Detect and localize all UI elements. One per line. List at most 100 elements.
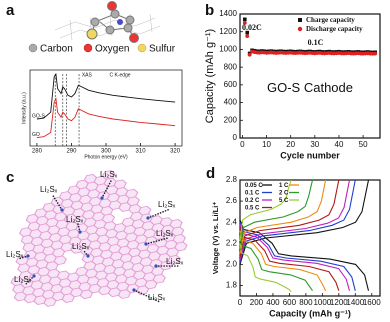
x-tick-label: 1000 (313, 298, 331, 307)
legend-label: 2 C (279, 191, 289, 197)
anchor-dot (154, 264, 158, 268)
x-tick-label: 1600 (363, 298, 381, 307)
x-tick-label: 50 (359, 140, 368, 149)
x-tick-label: 30 (310, 140, 319, 149)
x-tick-label: 0 (240, 140, 245, 149)
annotation: 0.1C (308, 38, 324, 47)
x-tick-label: 320 (170, 149, 181, 155)
x-tick-label: 10 (262, 140, 271, 149)
x-tick-label: 20 (286, 140, 295, 149)
panel-label: d (206, 165, 215, 182)
sulfide-chain (101, 178, 113, 199)
sheet-label: Li₂Sₓ (100, 170, 118, 179)
legend-label: Sulfur (149, 44, 176, 55)
hexagon (174, 241, 188, 252)
sheet-label: Li₂Sₓ (66, 215, 84, 224)
x-tick-label: 1200 (330, 298, 348, 307)
data-line (239, 179, 340, 291)
sheet-label: Li₂Sₓ (72, 242, 90, 251)
x-tick-label: 1400 (346, 298, 364, 307)
anchor-dot (32, 274, 36, 278)
sheet-label: Li₂Sₓ (156, 229, 174, 238)
sheet-label: Li₂Sₓ (158, 200, 176, 209)
legend-label: Discharge capacity (306, 25, 363, 33)
legend-label: 0.1 C (245, 191, 260, 197)
data-point (245, 30, 250, 35)
x-axis-label: Capacity (mAh g⁻¹) (269, 308, 351, 318)
sheet-label: Li₂Sₓ (14, 275, 32, 284)
data-line (239, 179, 314, 292)
annotation: XAS (82, 72, 93, 78)
legend-marker (297, 26, 303, 32)
sulfide-chain (51, 193, 63, 211)
y-tick-label: 1200 (219, 27, 237, 36)
sheet-label: Li₂Sₓ (6, 250, 24, 259)
x-tick-label: 0 (238, 298, 243, 307)
panel-label: a (6, 2, 15, 19)
annotation: GO-S Cathode (267, 80, 353, 95)
molecule-legend: Carbon Oxygen Sulfur (28, 44, 176, 55)
y-axis-label: Intensity (a.u.) (21, 92, 27, 124)
plot-frame (29, 69, 183, 147)
graphene-sheet: Li₂Sₓ Li₂Sₓ Li₂Sₓ Li₂Sₓ Li₂Sₓ Li₂Sₓ Li₂Sₓ Li₂Sₓ… (6, 170, 188, 307)
hex-lattice (10, 170, 188, 307)
x-tick-label: 800 (299, 298, 313, 307)
x-tick-label: 40 (335, 140, 344, 149)
sulfide-chain (145, 237, 169, 245)
sulfide-chain (133, 289, 161, 303)
data-point (245, 34, 250, 39)
anchor-dot (60, 208, 64, 212)
x-axis-label: Cycle number (280, 150, 340, 160)
panel-label: c (6, 169, 14, 186)
legend-label: 0.2 C (245, 198, 260, 204)
data-line (239, 179, 327, 291)
sheet-label: Li₂Sₓ (166, 257, 184, 266)
y-tick-label: 2.6 (226, 196, 238, 205)
data-point (243, 17, 247, 22)
y-tick-label: 0 (233, 133, 238, 142)
x-tick-label: 400 (266, 298, 280, 307)
annotation: C K-edge (109, 72, 130, 78)
data-line (36, 72, 176, 120)
series-label: GO-S (32, 113, 45, 119)
y-tick-label: 1.8 (226, 281, 238, 290)
plot-frame (239, 13, 381, 139)
y-tick-label: 2.4 (226, 217, 238, 226)
anchor-dot (26, 254, 30, 258)
hexagon (167, 254, 181, 265)
legend-marker (298, 18, 302, 22)
y-tick-label: 2.2 (226, 238, 238, 247)
y-tick-label: 2.8 (226, 175, 238, 184)
annotation: 0.02C (242, 23, 262, 32)
data-line (239, 179, 292, 293)
anchor-dot (78, 230, 82, 234)
y-tick-label: 1000 (219, 45, 237, 54)
sheet-label: Li₂Sₓ (40, 185, 58, 194)
legend-label: Carbon (40, 44, 73, 55)
x-tick-label: 600 (283, 298, 297, 307)
series-label: GO (32, 132, 40, 138)
legend-label: 0.05 C (245, 183, 263, 189)
x-axis-label: Photon energy (eV) (84, 154, 128, 160)
x-tick-label: 280 (32, 149, 43, 155)
x-tick-label: 200 (250, 298, 264, 307)
y-tick-label: 600 (224, 80, 238, 89)
legend-label: 5 C (279, 198, 289, 204)
panel-label: b (205, 2, 214, 19)
anchor-dot (144, 242, 148, 246)
y-tick-label: 800 (224, 62, 238, 71)
y-axis-label: Voltage (V) vs. Li/Li⁺ (211, 202, 220, 275)
data-point (242, 20, 247, 25)
x-tick-label: 290 (66, 149, 77, 155)
hexagon (152, 273, 166, 284)
y-tick-label: 200 (224, 115, 238, 124)
legend-label: 1 C (279, 183, 289, 189)
data-point (373, 51, 378, 56)
legend-label: Charge capacity (306, 16, 355, 24)
y-axis-label: Capacity (mAh g⁻¹) (204, 29, 216, 123)
data-point (247, 52, 252, 57)
data-line (239, 179, 356, 291)
anchor-dot (132, 288, 136, 292)
y-tick-label: 1400 (219, 9, 237, 18)
